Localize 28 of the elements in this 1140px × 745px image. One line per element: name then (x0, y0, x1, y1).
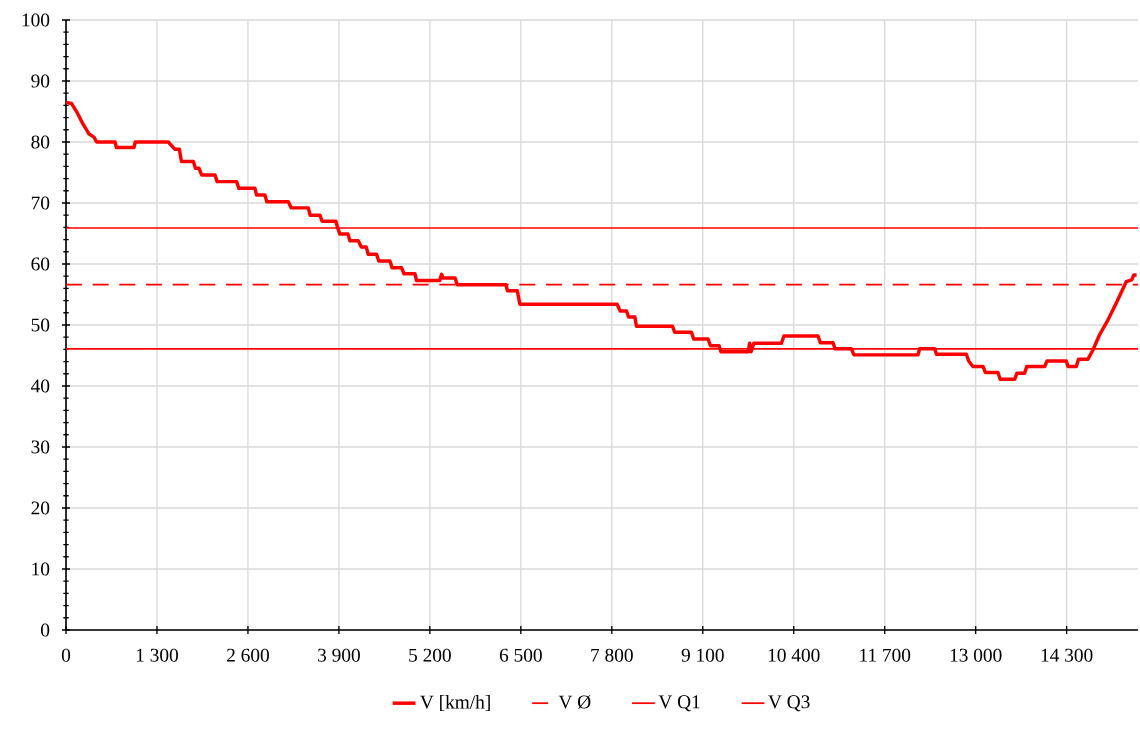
y-tick-label: 70 (31, 196, 50, 210)
y-tick-label: 40 (31, 379, 50, 393)
x-tick-label: 5 200 (409, 648, 451, 662)
y-tick-label: 0 (41, 623, 50, 637)
y-tick-label: 30 (31, 440, 50, 454)
legend-label: V [km/h] (420, 695, 490, 712)
x-tick-label: 1 300 (136, 648, 178, 662)
x-tick-label: 13 000 (950, 648, 1002, 662)
x-tick-label: 0 (61, 648, 71, 662)
y-tick-label: 80 (31, 135, 50, 149)
y-tick-label: 10 (32, 562, 50, 576)
x-tick-label: 2 600 (227, 648, 269, 662)
legend-label: V Ø (558, 695, 591, 709)
y-tick-label: 90 (31, 74, 50, 88)
line-series (64, 100, 1139, 382)
y-tick-label: 60 (31, 257, 50, 271)
x-tick-label: 7 800 (591, 648, 633, 662)
legend-label: V Q3 (768, 695, 810, 712)
x-tick-label: 3 900 (318, 648, 360, 662)
x-tick-label: 9 100 (681, 648, 724, 662)
x-tick-label: 14 300 (1041, 648, 1093, 662)
y-tick-label: 20 (31, 501, 50, 515)
x-tick-label: 11 700 (860, 648, 911, 662)
x-tick-label: 6 500 (499, 648, 542, 662)
y-tick-label: 50 (31, 318, 50, 332)
legend-label: V Q1 (658, 695, 700, 712)
y-tick-label: 100 (22, 13, 50, 27)
x-tick-label: 10 400 (768, 648, 820, 662)
